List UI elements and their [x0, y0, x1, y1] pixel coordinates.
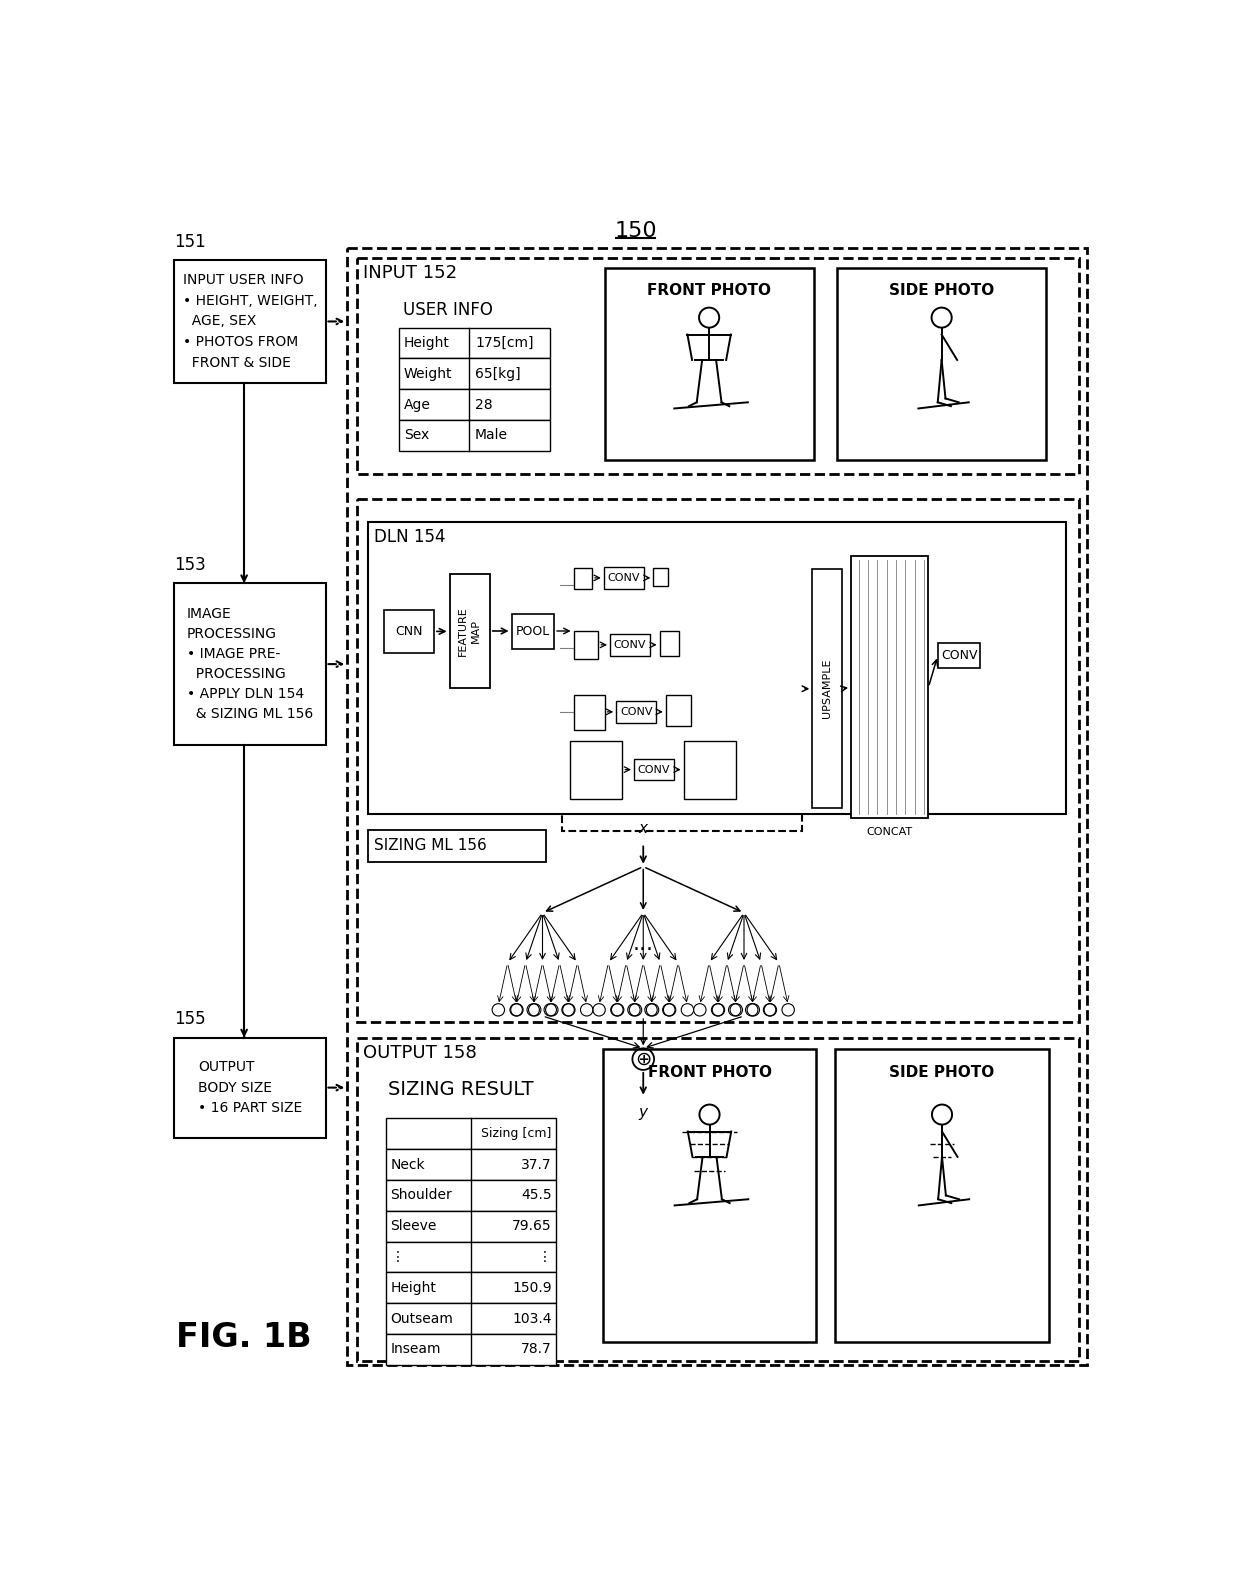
Bar [399, 419, 551, 451]
Bar [399, 359, 551, 389]
Text: Weight: Weight [404, 367, 453, 381]
Text: 151: 151 [175, 232, 206, 251]
Text: Sizing [cm]: Sizing [cm] [481, 1127, 552, 1140]
Bar [569, 742, 622, 799]
Text: CNN: CNN [396, 626, 423, 638]
Bar [386, 1150, 557, 1180]
Text: 65[kg]: 65[kg] [475, 367, 521, 381]
Bar [837, 267, 1047, 461]
Text: 153: 153 [175, 556, 206, 573]
Bar [573, 696, 605, 729]
Text: INPUT USER INFO
• HEIGHT, WEIGHT,
  AGE, SEX
• PHOTOS FROM
  FRONT & SIDE: INPUT USER INFO • HEIGHT, WEIGHT, AGE, S… [182, 273, 317, 370]
Text: CONV: CONV [941, 649, 977, 662]
Text: FEATURE
MAP: FEATURE MAP [458, 607, 481, 656]
Text: 150.9: 150.9 [512, 1282, 552, 1294]
Bar [616, 700, 656, 723]
Text: Inseam: Inseam [391, 1342, 441, 1356]
Text: OUTPUT 158: OUTPUT 158 [363, 1043, 476, 1062]
Text: Shoulder: Shoulder [391, 1188, 453, 1202]
Bar [603, 1050, 816, 1342]
Text: POOL: POOL [516, 626, 549, 638]
Bar [399, 389, 551, 419]
Text: 37.7: 37.7 [521, 1158, 552, 1172]
Text: 103.4: 103.4 [512, 1312, 552, 1326]
Bar [449, 573, 490, 688]
Text: 45.5: 45.5 [521, 1188, 552, 1202]
Bar [573, 630, 598, 659]
Text: Sleeve: Sleeve [391, 1220, 436, 1234]
Text: IMAGE
PROCESSING
• IMAGE PRE-
  PROCESSING
• APPLY DLN 154
  & SIZING ML 156: IMAGE PROCESSING • IMAGE PRE- PROCESSING… [187, 607, 312, 721]
Text: Height: Height [404, 337, 450, 349]
Text: CONV: CONV [614, 640, 646, 649]
Text: 150: 150 [614, 221, 657, 241]
Bar [383, 610, 434, 653]
Bar [511, 615, 554, 649]
Text: Age: Age [404, 397, 430, 411]
Bar [386, 1334, 557, 1364]
Text: CONV: CONV [637, 764, 671, 775]
Text: ⋮: ⋮ [538, 1250, 552, 1264]
Text: OUTPUT
BODY SIZE
• 16 PART SIZE: OUTPUT BODY SIZE • 16 PART SIZE [198, 1061, 303, 1115]
Text: CONCAT: CONCAT [867, 827, 913, 837]
Bar [347, 248, 1087, 1364]
Bar [386, 1272, 557, 1304]
Text: 28: 28 [475, 397, 492, 411]
Text: Outseam: Outseam [391, 1312, 454, 1326]
Bar [573, 569, 593, 589]
Bar [683, 742, 737, 799]
Text: ⊕: ⊕ [635, 1050, 651, 1069]
Text: ...: ... [632, 934, 653, 954]
Text: Neck: Neck [391, 1158, 425, 1172]
Text: CONV: CONV [620, 707, 652, 716]
Bar [666, 696, 691, 726]
Text: 175[cm]: 175[cm] [475, 337, 533, 349]
Text: y: y [639, 1105, 647, 1120]
Text: 79.65: 79.65 [512, 1220, 552, 1234]
Text: SIDE PHOTO: SIDE PHOTO [889, 283, 994, 299]
Bar [562, 546, 802, 831]
Text: 155: 155 [175, 1010, 206, 1029]
Bar [604, 567, 644, 589]
Bar [812, 570, 842, 808]
Bar [851, 556, 929, 818]
Text: SIDE PHOTO: SIDE PHOTO [889, 1064, 994, 1080]
Text: 78.7: 78.7 [521, 1342, 552, 1356]
Text: DLN 154: DLN 154 [374, 527, 446, 546]
Bar [175, 583, 325, 745]
Bar [368, 829, 547, 862]
Bar [836, 1050, 1049, 1342]
Bar [175, 260, 325, 383]
Bar [386, 1180, 557, 1210]
Text: SIZING ML 156: SIZING ML 156 [374, 838, 487, 853]
Bar [386, 1304, 557, 1334]
Text: Sex: Sex [404, 429, 429, 443]
Bar [937, 643, 981, 669]
Bar [357, 1037, 1079, 1361]
Text: FRONT PHOTO: FRONT PHOTO [647, 1064, 771, 1080]
Bar [653, 569, 668, 586]
Text: FIG. 1B: FIG. 1B [176, 1321, 312, 1355]
Bar [386, 1118, 557, 1150]
Bar [386, 1242, 557, 1272]
Bar [605, 267, 813, 461]
Bar [175, 1037, 325, 1137]
Text: Male: Male [475, 429, 508, 443]
Text: CONV: CONV [608, 573, 640, 583]
Bar [386, 1210, 557, 1242]
Bar [357, 499, 1079, 1023]
Bar [368, 522, 1065, 815]
Bar [634, 759, 675, 780]
Bar [660, 630, 680, 656]
Bar [399, 327, 551, 359]
Text: FRONT PHOTO: FRONT PHOTO [647, 283, 771, 299]
Text: ⋮: ⋮ [391, 1250, 404, 1264]
Bar [610, 634, 650, 656]
Text: SIZING RESULT: SIZING RESULT [387, 1080, 533, 1099]
Text: INPUT 152: INPUT 152 [363, 265, 456, 283]
Text: UPSAMPLE: UPSAMPLE [822, 659, 832, 718]
Text: x: x [639, 821, 647, 835]
Text: Height: Height [391, 1282, 436, 1294]
Text: USER INFO: USER INFO [403, 300, 492, 319]
Bar [357, 259, 1079, 473]
